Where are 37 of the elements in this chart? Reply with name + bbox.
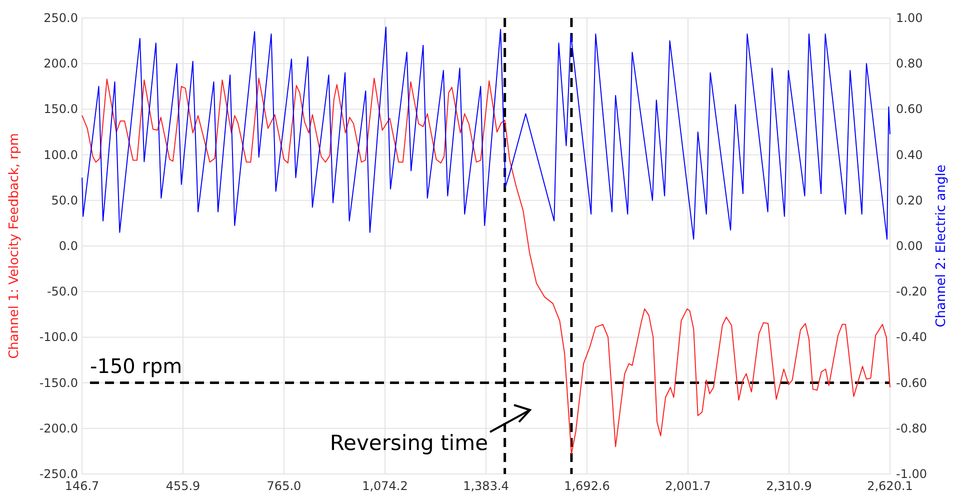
annotation: Reversing time: [330, 431, 488, 455]
y2-tick-label: -0.20: [896, 284, 928, 299]
y-tick-label: 50.0: [51, 193, 78, 208]
y2-tick-label: 0.80: [896, 56, 923, 71]
y2-tick-label: -0.40: [896, 330, 928, 344]
line-series: [82, 26, 890, 240]
x-tick-label: 455.9: [166, 479, 200, 493]
x-tick-label: 1,383.4: [463, 479, 509, 493]
y-tick-label: 250.0: [44, 11, 78, 25]
y2-tick-label: 0.60: [896, 102, 923, 116]
x-tick-label: 2,001.7: [665, 479, 711, 493]
y2-tick-label: 0.40: [896, 148, 923, 162]
x-tick-label: 765.0: [266, 479, 302, 493]
y-tick-label: -50.0: [46, 284, 78, 299]
y2-tick-label: 0.20: [896, 193, 923, 208]
x-tick-label: 2,620.1: [867, 479, 913, 493]
x-tick-label: 2,310.9: [766, 479, 812, 493]
y2-tick-label: -1.00: [896, 467, 928, 481]
ref-line-label: -150 rpm: [90, 354, 182, 378]
y2-tick-label: 0.00: [896, 239, 923, 253]
y2-tick-label: -0.80: [896, 421, 928, 436]
y-axis-title: Channel 1: Velocity Feedback, rpm: [7, 133, 22, 359]
y-tick-label: 200.0: [44, 56, 78, 71]
x-tick-label: 146.7: [64, 479, 100, 493]
y2-axis-title: Channel 2: Electric angle: [934, 164, 949, 328]
y-tick-label: -150.0: [39, 376, 78, 390]
y-tick-label: -200.0: [39, 421, 78, 436]
y-tick-label: -250.0: [39, 467, 78, 481]
y2-tick-label: -0.60: [896, 376, 928, 390]
y-tick-label: -100.0: [39, 330, 78, 344]
y-tick-label: 0.0: [58, 239, 78, 253]
x-tick-label: 1,692.6: [564, 479, 610, 493]
y2-tick-label: 1.00: [896, 11, 923, 25]
line-series: [82, 78, 890, 454]
y-tick-label: 150.0: [44, 102, 78, 116]
x-tick-label: 1,074.2: [362, 479, 408, 493]
y-tick-label: 100.0: [44, 148, 78, 162]
